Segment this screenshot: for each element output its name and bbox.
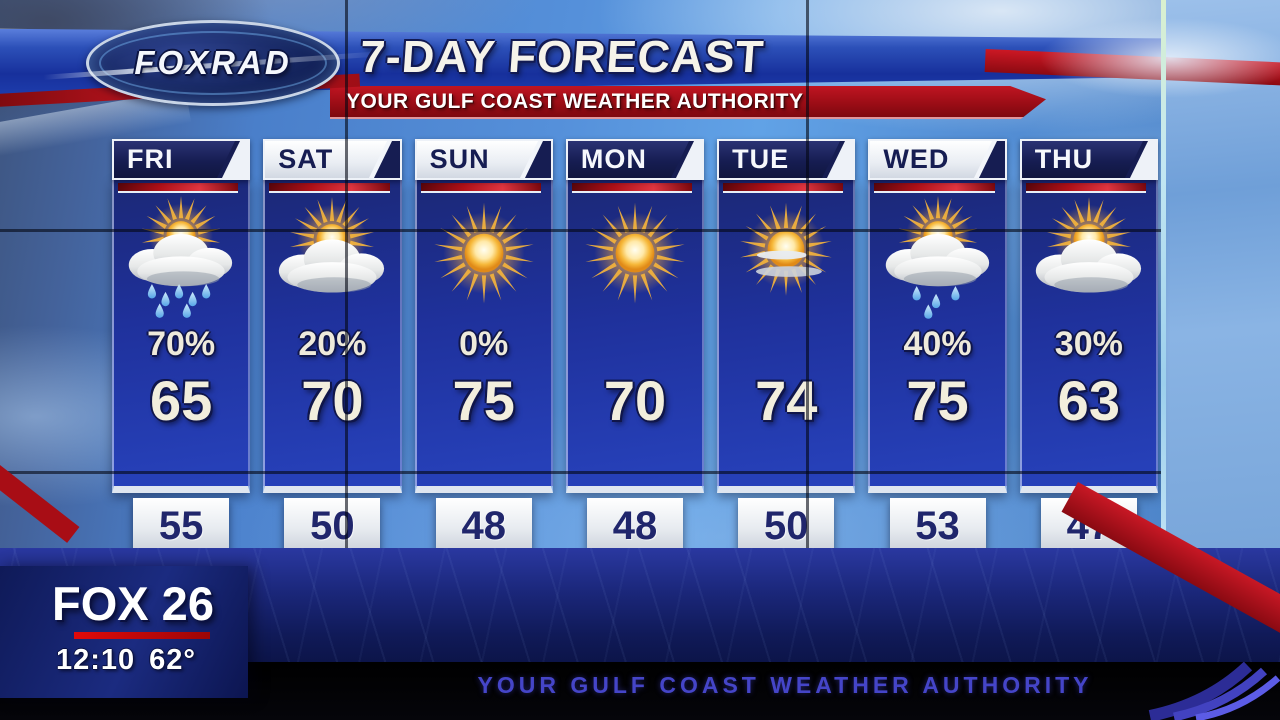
low-temp: 48 [461, 503, 506, 548]
day-tab-label: WED [883, 144, 950, 174]
high-temp: 70 [603, 369, 667, 432]
station-bug: FOX 26 12:10 62° [0, 566, 248, 698]
red-accent-stripe [874, 183, 995, 193]
time-temp-row: 12:10 62° [56, 644, 248, 677]
day-panel: 40% 75 [868, 180, 1007, 493]
foxrad-logo-text: FOXRAD [134, 44, 292, 81]
day-column: SUN 0% 75 48 [414, 139, 553, 554]
header-red-band [330, 86, 1046, 119]
high-temp: 65 [149, 369, 213, 432]
red-accent-stripe [571, 183, 693, 193]
day-panel: 74 [717, 180, 856, 493]
low-temp: 50 [764, 503, 809, 548]
sun-cloud-icon [268, 195, 396, 319]
low-temp-box: 50 [738, 498, 835, 554]
day-tab: TUE [717, 139, 856, 180]
videowall-edge [1161, 0, 1166, 548]
day-tab: MON [565, 139, 705, 180]
low-temp-box: 48 [435, 498, 532, 554]
low-temp-box: 55 [133, 498, 230, 554]
sun-cloud-icon [1025, 195, 1153, 319]
low-temp: 53 [915, 503, 960, 548]
station-red-bar [74, 632, 210, 639]
day-panel: 20% 70 [263, 180, 402, 493]
day-tab: SUN [414, 139, 553, 180]
sunny-icon [420, 195, 548, 319]
red-accent-stripe [118, 183, 239, 193]
day-panel: 0% 75 [414, 180, 553, 493]
red-accent-stripe [1025, 183, 1146, 193]
day-column: SAT 20% 70 50 [263, 139, 402, 554]
day-tab-label: SAT [278, 144, 334, 174]
day-tab-label: THU [1034, 144, 1094, 174]
mostly-sunny-icon [722, 195, 850, 319]
videowall-bezel-horizontal [0, 471, 1164, 474]
station-logo: FOX 26 [52, 577, 214, 630]
day-panel: 70 [565, 180, 705, 493]
sunny-icon [571, 195, 699, 319]
red-accent-stripe [269, 183, 390, 193]
low-temp-box: 48 [586, 498, 683, 554]
day-column: WED 40% 75 53 [868, 139, 1007, 554]
sun-cloud-rain-icon [117, 195, 245, 319]
low-temp-box: 53 [889, 498, 986, 554]
precip-chance: 40% [903, 325, 972, 363]
day-panel: 30% 63 [1019, 180, 1158, 493]
day-column: TUE 74 50 [717, 139, 856, 554]
low-temp: 55 [158, 503, 204, 548]
day-tab-label: FRI [127, 144, 174, 174]
forecast-columns: FRI 70% 65 55 SAT 20 [112, 139, 1158, 554]
red-accent-stripe [723, 183, 844, 193]
low-temp: 48 [612, 503, 658, 548]
high-temp: 75 [452, 369, 515, 432]
precip-chance: 30% [1054, 325, 1123, 363]
high-temp: 63 [1057, 369, 1120, 432]
red-accent-stripe [420, 183, 541, 193]
page-subtitle: YOUR GULF COAST WEATHER AUTHORITY [346, 90, 804, 113]
day-tab: FRI [112, 139, 251, 180]
page-title: 7-DAY FORECAST [358, 31, 766, 82]
day-tab: WED [868, 139, 1007, 180]
videowall-bezel-horizontal [0, 229, 1164, 232]
sun-cloud-light-rain-icon [874, 195, 1002, 319]
day-column: MON 70 48 [565, 139, 705, 554]
day-panel: 70% 65 [112, 180, 251, 493]
station-time: 12:10 [56, 644, 136, 676]
high-temp: 75 [906, 369, 969, 432]
videowall-bezel-vertical [345, 0, 348, 548]
day-tab-label: MON [580, 144, 647, 174]
low-temp-box: 50 [284, 498, 381, 554]
high-temp: 70 [301, 369, 364, 432]
videowall-bezel-vertical [806, 0, 809, 548]
swoosh-arcs-icon [1148, 662, 1280, 720]
day-tab-label: TUE [732, 144, 790, 174]
station-temp: 62° [149, 644, 197, 676]
day-tab: SAT [263, 139, 402, 180]
precip-chance: 0% [459, 325, 509, 363]
footer-tagline: YOUR GULF COAST WEATHER AUTHORITY [477, 672, 1093, 698]
precip-chance: 20% [298, 325, 367, 363]
precip-chance: 70% [147, 325, 216, 363]
day-tab: THU [1019, 139, 1158, 180]
day-column: FRI 70% 65 55 [112, 139, 251, 554]
foxrad-logo-badge: FOXRAD [86, 20, 340, 106]
day-tab-label: SUN [429, 144, 490, 174]
cloud-decoration [1040, 18, 1280, 98]
